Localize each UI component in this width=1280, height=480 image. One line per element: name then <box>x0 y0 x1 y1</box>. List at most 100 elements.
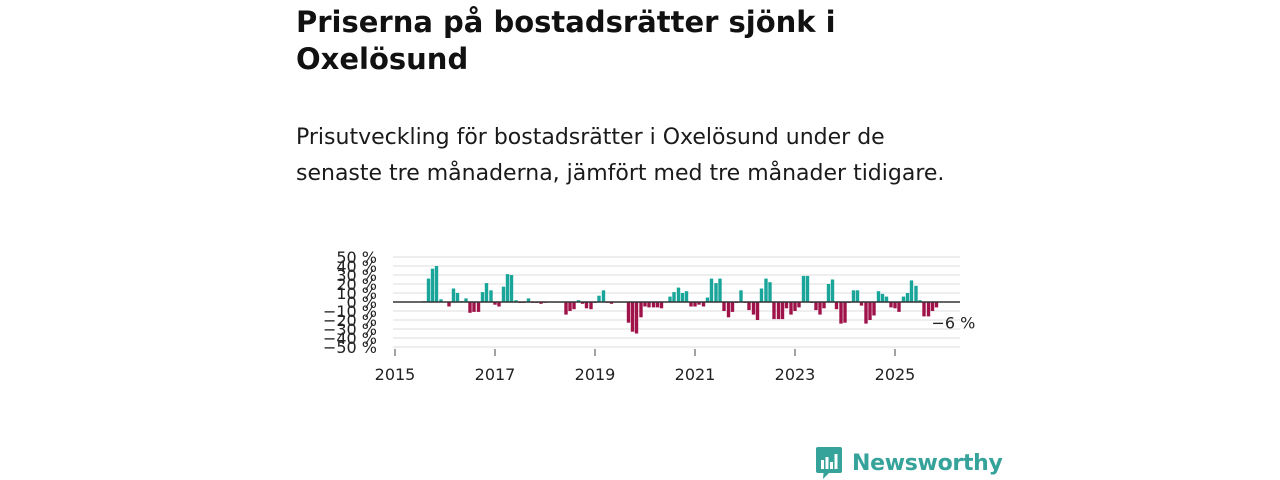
y-tick-label: −40 % <box>323 329 377 348</box>
bar <box>647 302 651 308</box>
y-tick-label: −50 % <box>323 338 377 357</box>
chart-title: Priserna på bostadsrätter sjönk i Oxelös… <box>296 5 836 76</box>
bar <box>889 302 893 308</box>
bar <box>926 302 931 317</box>
bar <box>930 302 935 311</box>
bar <box>814 302 818 311</box>
bar <box>755 302 760 320</box>
bar <box>497 302 501 307</box>
bar <box>876 291 881 302</box>
bar <box>572 302 576 310</box>
bar <box>464 298 468 302</box>
bar <box>676 287 681 302</box>
bar <box>514 300 518 302</box>
bar <box>776 302 781 320</box>
bar <box>709 278 714 302</box>
bar <box>701 302 706 307</box>
bar <box>626 302 631 323</box>
x-tick-label: 2025 <box>875 365 916 384</box>
x-tick-label: 2019 <box>575 365 616 384</box>
x-axis: 2015 2017 2019 2021 2023 2025 <box>375 349 916 384</box>
x-tick-label: 2015 <box>375 365 416 384</box>
bar <box>472 302 476 312</box>
grid-lines <box>393 256 960 348</box>
bar <box>747 302 751 311</box>
bar <box>689 302 693 307</box>
bar <box>897 302 901 312</box>
bar <box>830 279 835 302</box>
bar <box>934 302 939 308</box>
bar <box>884 296 889 302</box>
bar <box>893 302 897 309</box>
bar <box>914 285 918 302</box>
bar <box>780 302 785 320</box>
x-tick-label: 2021 <box>675 365 716 384</box>
bar <box>468 302 472 313</box>
bar <box>680 293 685 302</box>
bar <box>901 296 906 302</box>
bar <box>668 296 672 302</box>
bar <box>793 302 797 311</box>
bar <box>697 302 701 305</box>
bar <box>434 266 439 302</box>
bar <box>843 302 847 323</box>
bar <box>693 302 697 307</box>
bar <box>918 300 922 302</box>
bar <box>426 278 431 302</box>
bar <box>526 298 531 302</box>
bar <box>922 302 926 317</box>
bar <box>539 302 543 304</box>
bar <box>643 302 647 307</box>
y-tick-label: 30 % <box>336 266 377 285</box>
bar <box>430 268 435 302</box>
bar <box>868 302 872 320</box>
bar <box>818 302 822 315</box>
bar <box>584 302 589 309</box>
newsworthy-logo-icon <box>816 447 842 479</box>
bar <box>568 302 572 311</box>
y-tick-label: −30 % <box>323 320 377 339</box>
bar <box>634 302 639 334</box>
value-annotation: −6 % <box>932 313 976 332</box>
bar <box>859 302 864 306</box>
y-tick-label: 20 % <box>336 275 377 294</box>
bar-chart: 50 %40 %30 %20 %10 %0 %−10 %−20 %−30 %−4… <box>323 248 976 384</box>
bar <box>455 293 460 302</box>
bar <box>639 302 643 318</box>
bar <box>484 283 489 302</box>
bar <box>630 302 635 332</box>
newsworthy-logo[interactable]: Newsworthy <box>815 446 1003 480</box>
bar <box>447 302 451 307</box>
y-tick-label: 40 % <box>336 257 377 276</box>
bar <box>759 288 764 302</box>
bar <box>718 278 722 302</box>
newsworthy-wordmark: Newsworthy <box>852 450 1003 476</box>
bar <box>880 293 885 302</box>
bar <box>726 302 731 318</box>
bar <box>489 290 493 302</box>
y-tick-label: 50 % <box>336 248 377 267</box>
bar <box>439 299 443 302</box>
bar <box>564 302 568 315</box>
bar <box>851 290 856 302</box>
bar <box>722 302 726 311</box>
bar <box>655 302 660 308</box>
bar <box>480 292 485 302</box>
bar <box>601 290 606 302</box>
bar <box>784 302 789 309</box>
bar <box>451 288 456 302</box>
bar <box>576 300 581 302</box>
bar <box>872 302 876 316</box>
bar <box>505 274 510 302</box>
y-tick-label: −10 % <box>323 302 377 321</box>
bar <box>855 290 860 302</box>
bar <box>672 292 676 302</box>
bar <box>739 290 743 302</box>
bar <box>772 302 776 320</box>
bar <box>797 302 801 308</box>
bar <box>730 302 735 312</box>
y-tick-label: 10 % <box>336 284 377 303</box>
y-tick-label: −20 % <box>323 311 377 330</box>
bar <box>597 295 601 302</box>
bar <box>764 278 768 302</box>
